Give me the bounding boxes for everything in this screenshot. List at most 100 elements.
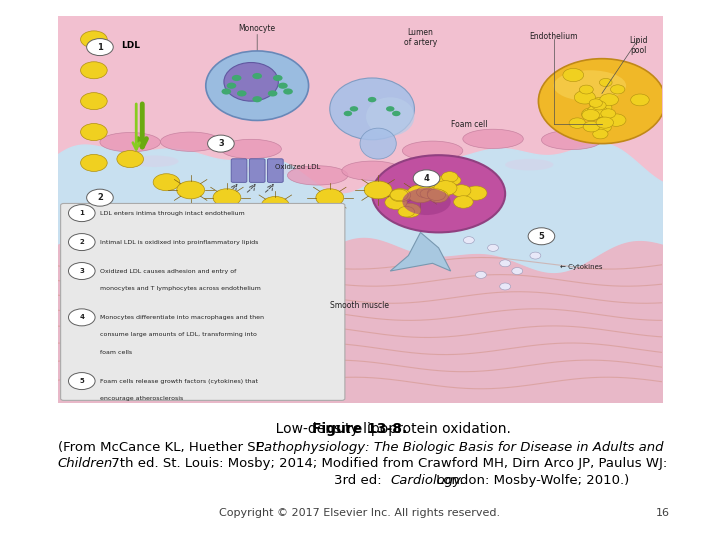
Ellipse shape: [245, 164, 294, 176]
Circle shape: [595, 110, 616, 123]
Text: London: Mosby-Wolfe; 2010.): London: Mosby-Wolfe; 2010.): [432, 474, 629, 487]
Circle shape: [213, 189, 241, 206]
Text: monocytes and T lymphocytes across endothelium: monocytes and T lymphocytes across endot…: [100, 286, 261, 291]
Circle shape: [392, 111, 400, 116]
Circle shape: [176, 181, 204, 199]
Circle shape: [446, 176, 461, 185]
Circle shape: [81, 93, 107, 110]
Ellipse shape: [372, 155, 505, 232]
Text: LDL: LDL: [121, 40, 140, 50]
Circle shape: [452, 185, 471, 197]
Circle shape: [611, 85, 625, 94]
Circle shape: [600, 94, 618, 106]
Circle shape: [441, 172, 458, 182]
Circle shape: [68, 373, 95, 389]
FancyBboxPatch shape: [60, 204, 345, 400]
Circle shape: [420, 189, 435, 198]
Circle shape: [528, 228, 554, 245]
Text: 2: 2: [97, 193, 103, 202]
Circle shape: [428, 190, 449, 202]
Text: 16: 16: [656, 508, 670, 518]
Text: 1: 1: [79, 210, 84, 216]
Circle shape: [575, 91, 595, 104]
PathPatch shape: [390, 232, 451, 271]
Text: Monocyte: Monocyte: [238, 24, 276, 33]
Circle shape: [569, 118, 585, 129]
Circle shape: [68, 309, 95, 326]
Circle shape: [386, 106, 395, 112]
Circle shape: [398, 206, 415, 217]
Text: encourage atherosclerosis: encourage atherosclerosis: [100, 396, 183, 401]
Text: Intimal LDL is oxidixed into proinflammatory lipids: Intimal LDL is oxidixed into proinflamma…: [100, 240, 258, 245]
Text: LDL enters intima through intact endothelium: LDL enters intima through intact endothe…: [100, 211, 245, 215]
FancyBboxPatch shape: [249, 159, 265, 183]
Circle shape: [273, 75, 282, 81]
Ellipse shape: [366, 174, 415, 186]
Circle shape: [252, 96, 262, 102]
Circle shape: [600, 109, 616, 118]
Circle shape: [582, 107, 602, 120]
Circle shape: [428, 176, 448, 188]
Text: 4: 4: [423, 174, 429, 183]
Circle shape: [582, 110, 600, 121]
Text: 7th ed. St. Louis: Mosby; 2014; Modified from Crawford MH, Dirn Arco JP, Paulus : 7th ed. St. Louis: Mosby; 2014; Modified…: [107, 457, 667, 470]
Circle shape: [417, 187, 433, 198]
Circle shape: [429, 179, 452, 193]
Circle shape: [580, 85, 593, 94]
Circle shape: [86, 189, 113, 206]
Circle shape: [390, 189, 408, 201]
Circle shape: [268, 90, 277, 97]
Circle shape: [86, 38, 113, 56]
Ellipse shape: [463, 129, 523, 149]
Text: Copyright © 2017 Elsevier Inc. All rights reserved.: Copyright © 2017 Elsevier Inc. All right…: [220, 508, 500, 518]
Circle shape: [207, 135, 234, 152]
Circle shape: [222, 89, 231, 94]
Circle shape: [117, 151, 143, 167]
Text: consume large amounts of LDL, transforming into: consume large amounts of LDL, transformi…: [100, 332, 257, 338]
Ellipse shape: [221, 139, 282, 159]
Ellipse shape: [505, 159, 554, 171]
Ellipse shape: [366, 97, 415, 136]
Circle shape: [500, 260, 510, 267]
Text: 1: 1: [97, 43, 103, 52]
Circle shape: [278, 83, 288, 89]
Circle shape: [68, 234, 95, 251]
Circle shape: [237, 90, 246, 97]
Circle shape: [350, 106, 358, 112]
Circle shape: [343, 111, 352, 116]
Text: Pathophysiology: The Biologic Basis for Disease in Adults and: Pathophysiology: The Biologic Basis for …: [256, 441, 663, 454]
Ellipse shape: [360, 128, 396, 159]
Circle shape: [563, 69, 584, 82]
Circle shape: [407, 185, 434, 202]
Text: 2: 2: [79, 239, 84, 245]
Circle shape: [81, 154, 107, 171]
Circle shape: [596, 117, 613, 128]
Text: Oxidized LDL causes adhesion and entry of: Oxidized LDL causes adhesion and entry o…: [100, 268, 236, 274]
Circle shape: [592, 101, 606, 110]
Ellipse shape: [161, 132, 221, 151]
Circle shape: [475, 272, 487, 278]
Ellipse shape: [342, 161, 402, 180]
Circle shape: [81, 62, 107, 79]
Circle shape: [606, 114, 626, 126]
Circle shape: [81, 124, 107, 140]
Circle shape: [385, 195, 407, 210]
Circle shape: [153, 174, 180, 191]
Circle shape: [530, 252, 541, 259]
Circle shape: [368, 97, 377, 102]
Circle shape: [598, 124, 611, 132]
Circle shape: [261, 197, 289, 214]
Ellipse shape: [330, 78, 415, 140]
Text: 5: 5: [539, 232, 544, 241]
Circle shape: [512, 267, 523, 274]
Ellipse shape: [402, 141, 463, 160]
Circle shape: [232, 75, 241, 81]
Ellipse shape: [402, 188, 451, 215]
Text: Lipid
pool: Lipid pool: [629, 36, 647, 55]
Ellipse shape: [224, 63, 279, 101]
Text: 5: 5: [79, 378, 84, 384]
Text: Figure 13-8.: Figure 13-8.: [312, 422, 408, 436]
Text: 4: 4: [79, 314, 84, 320]
Text: foam cells: foam cells: [100, 349, 132, 355]
Circle shape: [464, 186, 487, 200]
